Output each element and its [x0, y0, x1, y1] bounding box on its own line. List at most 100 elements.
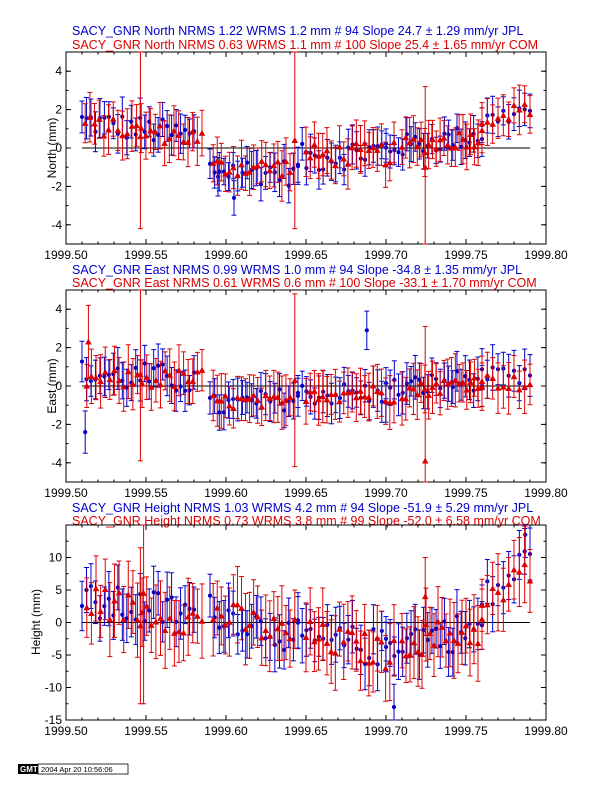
data-point	[421, 163, 429, 170]
data-point	[467, 621, 472, 627]
data-point	[459, 135, 467, 142]
data-point	[446, 132, 451, 137]
data-point	[79, 359, 85, 364]
data-point	[120, 383, 127, 390]
data-point	[494, 114, 502, 121]
data-point	[489, 375, 496, 381]
data-point	[274, 158, 282, 165]
data-point	[438, 623, 446, 630]
gmt-timestamp: GMT 2004 Apr 20 10:56:06	[18, 763, 129, 775]
data-point	[156, 591, 161, 596]
data-point	[209, 159, 217, 166]
data-point	[436, 389, 444, 396]
data-point	[171, 383, 178, 389]
data-point	[489, 585, 496, 592]
data-point	[404, 636, 409, 641]
data-point	[417, 136, 425, 143]
data-point	[516, 568, 523, 575]
data-point	[274, 625, 282, 632]
data-point	[462, 622, 470, 629]
data-point	[106, 596, 111, 601]
data-point	[175, 628, 183, 635]
data-point	[400, 152, 405, 157]
data-point	[390, 398, 398, 405]
com-series	[83, 524, 534, 705]
data-point	[217, 410, 222, 415]
data-point	[523, 532, 528, 537]
data-point	[79, 114, 85, 120]
data-point	[323, 639, 331, 646]
data-point	[101, 586, 109, 593]
data-point	[373, 388, 381, 395]
data-point	[182, 127, 188, 132]
data-point	[336, 625, 343, 632]
data-point	[452, 143, 459, 150]
data-point	[234, 172, 241, 179]
data-point	[102, 115, 107, 120]
data-point	[306, 154, 314, 161]
gmt-logo-box	[18, 764, 38, 774]
data-point	[278, 399, 286, 406]
data-point	[217, 625, 222, 630]
data-point	[452, 377, 459, 383]
data-point	[340, 638, 348, 645]
data-point	[494, 588, 502, 595]
data-point	[300, 383, 305, 388]
x-tick-label: 1999.60	[204, 724, 248, 738]
data-point	[102, 604, 107, 609]
x-tick-label: 1999.50	[44, 724, 88, 738]
data-point	[170, 127, 178, 134]
data-point	[198, 129, 206, 136]
data-point	[369, 658, 377, 665]
data-point	[429, 373, 435, 378]
data-point	[95, 115, 103, 122]
data-point	[471, 374, 478, 381]
y-tick-label: 0	[55, 616, 62, 630]
data-point	[526, 577, 534, 584]
data-point	[270, 393, 278, 400]
data-point	[521, 383, 528, 390]
north-y-axis-label: North (mm)	[45, 118, 59, 179]
data-point	[406, 651, 414, 657]
data-point	[282, 629, 290, 636]
data-point	[262, 627, 270, 633]
data-point	[92, 374, 100, 381]
data-point	[474, 384, 482, 391]
data-point	[215, 174, 221, 179]
data-point	[410, 639, 418, 646]
data-point	[166, 371, 174, 378]
data-point	[474, 640, 482, 647]
data-point	[327, 648, 335, 655]
data-point	[526, 111, 534, 118]
y-tick-label: 5	[55, 583, 62, 597]
data-point	[278, 619, 286, 626]
com-series	[83, 289, 534, 483]
y-tick-label: 2	[55, 341, 62, 355]
data-point	[319, 393, 327, 400]
data-point	[102, 374, 107, 379]
data-point	[83, 604, 91, 611]
data-point	[156, 122, 164, 129]
data-point	[348, 629, 356, 636]
y-tick-label: -4	[51, 218, 62, 232]
data-point	[458, 628, 466, 635]
data-point	[382, 161, 389, 168]
data-point	[246, 395, 253, 402]
data-point	[291, 137, 299, 143]
timestamp-box	[37, 763, 129, 775]
data-point	[180, 138, 187, 145]
data-point	[142, 361, 147, 366]
data-point	[434, 618, 442, 625]
height-plot-area: 1999.50 1999.55 1999.60 1999.65 1999.70 1999.…	[44, 524, 568, 738]
data-point	[254, 162, 261, 169]
data-point	[222, 621, 229, 628]
data-point	[156, 363, 161, 368]
data-point	[189, 609, 197, 616]
north-plot-area: 1999.50 1999.55 1999.60 1999.65 1999.70 1999.…	[44, 51, 568, 262]
x-tick-label: 1999.75	[444, 248, 488, 262]
data-point	[286, 168, 294, 175]
data-point	[234, 394, 241, 401]
data-point	[134, 616, 141, 623]
data-point	[137, 371, 144, 378]
